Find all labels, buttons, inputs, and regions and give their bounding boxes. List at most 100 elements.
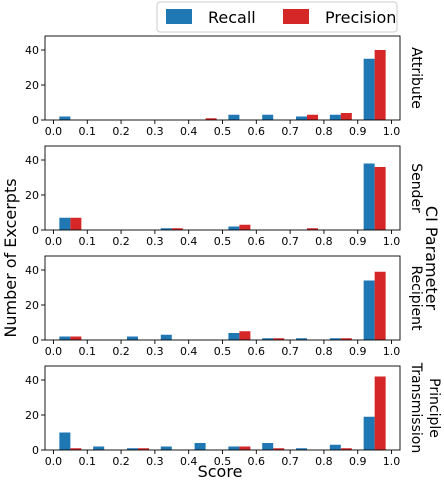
figure-xlabel: Score [198, 462, 243, 481]
bar-precision [374, 271, 386, 340]
panel-2: 0 20 40 0.0 0.1 0.2 0.3 0.4 0.5 0.6 0.7 0.8 0.9 1.0 Se… [25, 145, 424, 248]
panel-frame [44, 365, 401, 451]
panel-title: Sender [408, 163, 424, 213]
bar-precision [205, 118, 217, 120]
bar-precision [70, 448, 82, 450]
x-tick-label: 0.8 [315, 235, 333, 248]
bar-recall [59, 336, 71, 340]
bar-recall [296, 116, 308, 120]
y-tick-label: 40 [25, 264, 39, 277]
bar-precision [307, 114, 319, 120]
bar-recall [296, 448, 308, 450]
legend-label-recall: Recall [208, 8, 256, 27]
x-tick-label: 0.9 [349, 455, 367, 468]
x-tick-label: 0.0 [45, 125, 63, 138]
panel-3: 0 20 40 0.0 0.1 0.2 0.3 0.4 0.5 0.6 0.7 0.8 0.9 1.0 Re… [25, 255, 424, 358]
bar-recall [228, 333, 240, 340]
x-tick-label: 0.0 [45, 455, 63, 468]
panel-title: Attribute [408, 47, 424, 109]
bar-recall [59, 432, 71, 450]
bar-recall [160, 446, 172, 450]
bar-precision [70, 336, 82, 340]
y-tick-label: 0 [32, 334, 39, 347]
bar-precision [239, 446, 251, 450]
x-tick-label: 0.1 [79, 455, 97, 468]
x-tick-label: 0.3 [146, 455, 164, 468]
bar-recall [160, 334, 172, 340]
bar-recall [262, 114, 274, 120]
bar-precision [273, 338, 285, 340]
bar-precision [70, 217, 82, 230]
bar-recall [363, 58, 375, 120]
y-tick-label: 40 [25, 374, 39, 387]
x-tick-label: 0.6 [248, 125, 266, 138]
x-tick-label: 0.8 [315, 345, 333, 358]
bar-recall [93, 446, 105, 450]
x-tick-label: 0.4 [180, 455, 198, 468]
bar-recall [59, 116, 71, 120]
x-tick-label: 0.7 [281, 345, 299, 358]
x-tick-label: 0.0 [45, 345, 63, 358]
legend: Recall Precision [156, 1, 398, 33]
panel-frame [44, 35, 401, 121]
x-tick-label: 1.0 [383, 235, 401, 248]
y-tick-label: 20 [25, 299, 39, 312]
bar-recall [59, 217, 71, 230]
bar-recall [296, 338, 308, 340]
x-tick-label: 1.0 [383, 345, 401, 358]
bar-precision [374, 376, 386, 450]
x-tick-label: 0.7 [281, 125, 299, 138]
x-tick-label: 0.6 [248, 235, 266, 248]
x-tick-label: 0.1 [79, 345, 97, 358]
bar-recall [126, 448, 138, 450]
bar-recall [329, 114, 341, 120]
panel-1: 0 20 40 0.0 0.1 0.2 0.3 0.4 0.5 0.6 0.7 0.8 0.9 1.0 At… [25, 35, 424, 138]
x-tick-label: 1.0 [383, 125, 401, 138]
x-tick-label: 0.4 [180, 235, 198, 248]
x-tick-label: 0.9 [349, 235, 367, 248]
bar-recall [194, 443, 206, 450]
y-tick-label: 20 [25, 409, 39, 422]
y-tick-label: 0 [32, 444, 39, 457]
x-tick-label: 0.5 [214, 455, 232, 468]
bar-precision [374, 50, 386, 120]
bar-precision [171, 228, 183, 230]
bar-recall [363, 416, 375, 450]
x-tick-label: 0.8 [315, 125, 333, 138]
panel-title: Recipient [408, 265, 424, 331]
legend-frame [156, 1, 398, 33]
x-tick-label: 0.3 [146, 235, 164, 248]
x-tick-label: 0.6 [248, 455, 266, 468]
x-tick-label: 0.5 [214, 345, 232, 358]
x-tick-label: 0.2 [112, 125, 130, 138]
bar-precision [137, 448, 149, 450]
bar-precision [340, 113, 352, 120]
y-tick-label: 40 [25, 44, 39, 57]
panels: 0 20 40 0.0 0.1 0.2 0.3 0.4 0.5 0.6 0.7 0.8 0.9 1.0 At… [25, 35, 442, 468]
bar-recall [160, 228, 172, 230]
legend-swatch-precision [283, 9, 309, 24]
x-tick-label: 0.3 [146, 345, 164, 358]
x-tick-label: 0.9 [349, 345, 367, 358]
y-tick-label: 20 [25, 79, 39, 92]
bar-recall [262, 338, 274, 340]
bar-precision [273, 448, 285, 450]
x-tick-label: 0.2 [112, 345, 130, 358]
figure-right-label: CI Parameter [422, 206, 441, 311]
x-tick-label: 0.6 [248, 345, 266, 358]
bar-recall [228, 226, 240, 230]
figure-ylabel: Number of Excerpts [1, 178, 20, 337]
y-tick-label: 40 [25, 154, 39, 167]
x-tick-label: 0.3 [146, 125, 164, 138]
bar-precision [340, 448, 352, 450]
x-tick-label: 1.0 [383, 455, 401, 468]
panel-4: 0 20 40 0.0 0.1 0.2 0.3 0.4 0.5 0.6 0.7 0.8 0.9 1.0 Tr… [25, 362, 442, 468]
x-tick-label: 0.4 [180, 345, 198, 358]
y-tick-label: 20 [25, 189, 39, 202]
bar-recall [363, 280, 375, 340]
x-tick-label: 0.5 [214, 125, 232, 138]
bar-recall [329, 444, 341, 450]
panel-frame [44, 255, 401, 341]
bar-recall [228, 446, 240, 450]
